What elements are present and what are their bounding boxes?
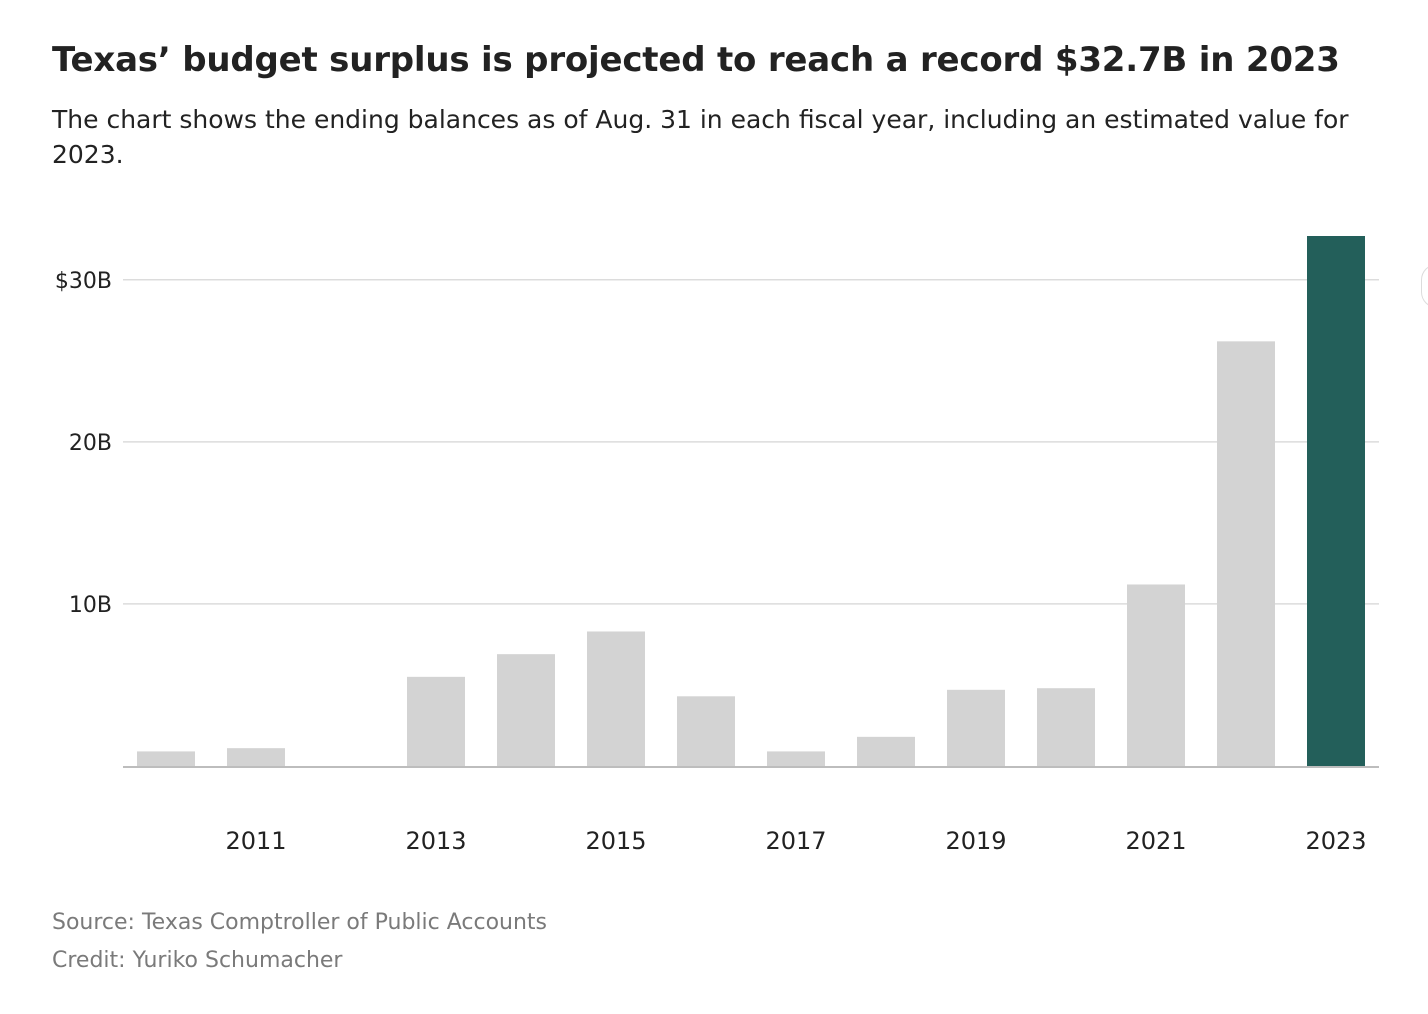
x-tick-label: 2015 <box>585 827 646 855</box>
bar-2013 <box>407 676 465 766</box>
axes: 10B 20B $30B 2011 2013 2015 2017 2019 2021 2023 <box>55 269 1379 855</box>
bar-2021 <box>1127 584 1185 766</box>
x-tick-label: 2013 <box>405 827 466 855</box>
bar-2010 <box>137 751 195 766</box>
x-tick-label: 2021 <box>1125 827 1186 855</box>
credit-note: Credit: Yuriko Schumacher <box>52 948 343 973</box>
chart-title: Texas’ budget surplus is projected to re… <box>52 40 1340 80</box>
bar-chart: 10B 20B $30B 2011 2013 2015 2017 2019 2021 2023 <box>55 236 1379 855</box>
bars <box>137 236 1365 766</box>
bar-2016 <box>677 696 735 766</box>
bar-2023 <box>1307 236 1365 766</box>
bar-2020 <box>1037 688 1095 766</box>
y-tick-label: $30B <box>55 269 112 294</box>
gridlines <box>123 279 1379 605</box>
x-tick-label: 2023 <box>1305 827 1366 855</box>
bar-2022 <box>1217 341 1275 766</box>
y-tick-label: 10B <box>69 593 112 618</box>
bar-2015 <box>587 631 645 766</box>
bar-2014 <box>497 654 555 766</box>
y-tick-label: 20B <box>69 431 112 456</box>
x-tick-label: 2017 <box>765 827 826 855</box>
bar-2018 <box>857 736 915 766</box>
bar-2017 <box>767 751 825 766</box>
bar-2019 <box>947 689 1005 766</box>
source-note: Source: Texas Comptroller of Public Acco… <box>52 910 548 935</box>
x-tick-label: 2019 <box>945 827 1006 855</box>
x-tick-label: 2011 <box>225 827 286 855</box>
bar-2011 <box>227 748 285 766</box>
chart-subtitle: The chart shows the ending balances as o… <box>52 105 1349 169</box>
chart-footer: Source: Texas Comptroller of Public Acco… <box>52 904 1052 980</box>
